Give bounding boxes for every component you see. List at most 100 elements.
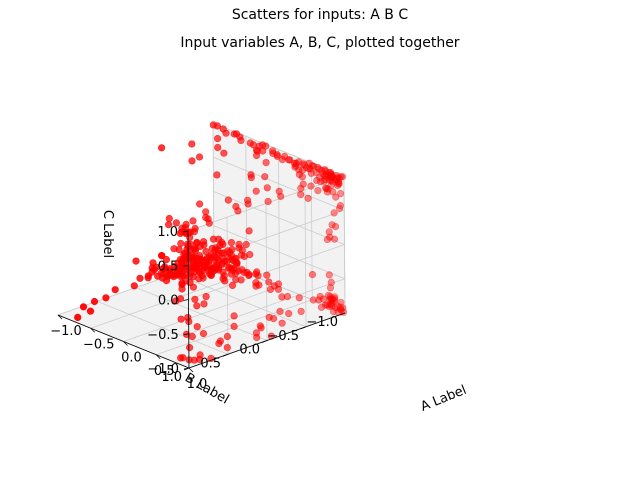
data-point <box>278 156 287 164</box>
data-point <box>162 256 170 264</box>
data-point <box>321 175 329 183</box>
data-point <box>332 193 340 201</box>
z-tick-label: −1.0 <box>147 362 179 377</box>
data-point <box>328 171 336 179</box>
z-tick-label: −0.5 <box>147 328 179 343</box>
data-point <box>304 194 312 202</box>
data-point <box>328 174 336 182</box>
y-tick-mark <box>183 367 190 371</box>
data-point <box>252 187 260 195</box>
data-point <box>214 143 222 152</box>
data-point <box>327 168 335 177</box>
data-point <box>333 174 342 182</box>
data-point <box>111 286 119 294</box>
data-point <box>230 312 238 320</box>
data-point <box>335 204 344 212</box>
data-point <box>322 184 330 192</box>
data-point <box>79 303 88 311</box>
y-tick-label: 1.0 <box>161 370 182 385</box>
data-point <box>318 167 326 175</box>
data-point <box>262 159 270 167</box>
data-point <box>339 173 347 181</box>
data-point <box>327 173 335 181</box>
data-point <box>278 293 286 301</box>
data-point <box>165 214 173 223</box>
data-point <box>237 251 246 259</box>
data-point <box>319 170 327 178</box>
data-point <box>336 202 345 210</box>
data-point <box>265 313 273 321</box>
x-tick-label: 1.0 <box>187 377 208 392</box>
data-point <box>209 235 218 243</box>
data-point <box>331 295 339 303</box>
data-point <box>321 301 330 309</box>
data-point <box>220 149 228 157</box>
data-point <box>335 174 343 182</box>
data-point <box>245 227 253 235</box>
data-point <box>246 139 254 147</box>
data-point <box>299 180 307 188</box>
data-point <box>326 300 335 308</box>
data-point <box>193 323 201 331</box>
data-point <box>235 244 243 252</box>
data-point <box>331 297 339 305</box>
data-point <box>329 172 337 180</box>
data-point <box>321 165 329 174</box>
data-point <box>202 293 210 301</box>
x-tick-label: −1.0 <box>50 324 82 339</box>
data-point <box>183 245 191 253</box>
data-point <box>314 163 322 171</box>
data-point <box>242 240 250 249</box>
data-point <box>337 173 345 181</box>
y-tick-label: −0.5 <box>267 329 299 344</box>
y-tick-mark <box>300 326 307 330</box>
data-point <box>230 322 238 331</box>
data-point <box>224 264 232 272</box>
data-point <box>208 244 216 253</box>
data-point <box>322 172 330 181</box>
data-point <box>319 295 328 303</box>
data-point <box>199 330 208 338</box>
data-point <box>327 181 335 190</box>
data-point <box>275 187 283 195</box>
data-point <box>247 174 255 182</box>
data-point <box>333 179 341 187</box>
data-point <box>177 315 185 323</box>
z-tick-label: 0.0 <box>158 294 179 309</box>
data-point <box>316 292 324 301</box>
data-point <box>330 209 338 217</box>
z-tick-label: 1.0 <box>157 225 178 240</box>
data-point <box>195 153 204 161</box>
data-point <box>328 296 336 305</box>
data-point <box>186 344 194 352</box>
data-point <box>252 279 260 287</box>
x-tick-label: 0.5 <box>154 364 175 379</box>
data-point <box>317 303 326 311</box>
data-point <box>136 274 144 282</box>
data-point <box>252 270 260 278</box>
data-point <box>297 191 305 199</box>
data-point <box>188 157 196 165</box>
data-point <box>315 296 323 304</box>
data-point <box>326 233 334 241</box>
data-point <box>325 271 333 279</box>
y-tick-mark <box>222 353 229 357</box>
data-point <box>189 217 197 225</box>
data-point <box>86 307 95 315</box>
z-tick-mark <box>182 230 189 233</box>
data-point <box>266 285 275 294</box>
data-point <box>327 278 335 287</box>
data-point <box>265 278 273 286</box>
data-point <box>333 302 342 310</box>
data-point <box>252 146 261 154</box>
data-point <box>320 177 328 185</box>
data-point <box>223 332 231 341</box>
data-point <box>213 171 221 179</box>
data-point <box>307 182 315 190</box>
data-point <box>327 176 335 184</box>
data-point <box>339 304 347 312</box>
data-point <box>178 281 186 289</box>
x-axis-label: A Label <box>419 383 469 415</box>
z-tick-label: 0.5 <box>158 259 179 274</box>
data-point <box>264 197 272 206</box>
